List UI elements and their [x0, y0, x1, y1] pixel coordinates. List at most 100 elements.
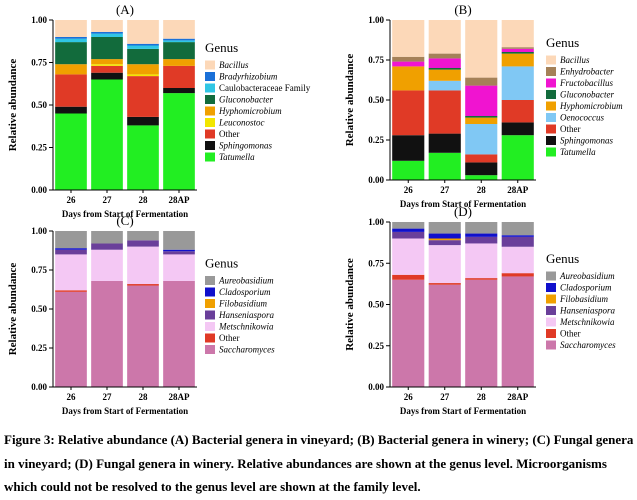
legend-label: Sphingomonas	[219, 141, 273, 151]
bar-segment-aureobasidium	[163, 231, 195, 250]
legend-label: Caulobacteraceae Family	[219, 83, 311, 93]
bar-segment-aureobasidium	[392, 222, 425, 229]
bar-segment-bacillus	[127, 20, 159, 44]
y-tick-label: 0.25	[368, 135, 384, 145]
x-axis-label: Days from Start of Fermentation	[62, 209, 188, 219]
bar-segment-bacillus	[428, 20, 461, 54]
bar-segment-other	[392, 274, 425, 280]
bar-segment-fructobacillus	[501, 48, 534, 52]
legend-label: Aureobasidium	[559, 271, 615, 281]
legend-label: Bradyrhizobium	[219, 72, 278, 82]
bar-segment-enhydrobacter	[501, 47, 534, 49]
y-tick-label: 1.00	[31, 15, 47, 25]
legend-swatch	[205, 106, 215, 116]
legend-title: Genus	[205, 40, 238, 55]
y-tick-label: 0.00	[31, 185, 47, 195]
bar-segment-bacillus	[392, 20, 425, 57]
x-tick-label: 26	[67, 392, 77, 402]
bar-segment-metschnikowia	[428, 245, 461, 284]
legend-label: Cladosporium	[219, 287, 271, 297]
legend-swatch	[205, 72, 215, 81]
bar-segment-hyphomicrobium	[127, 64, 159, 75]
legend-label: Bacillus	[219, 60, 249, 70]
bar-segment-gluconobacter	[55, 42, 87, 65]
bar-segment-sphingomonas	[428, 133, 461, 153]
panel-b: (B) 0.00 0.25 0.50 0.75 1.00 Relative abundanc…	[344, 2, 623, 209]
legend-swatch	[205, 152, 215, 162]
bar-segment-oenococcus	[501, 66, 534, 100]
bar-segment-hanseniaspora	[501, 236, 534, 247]
x-tick-label: 28AP	[169, 392, 190, 402]
bar-segment-tatumella	[392, 160, 425, 180]
legend-label: Hanseniaspora	[218, 310, 275, 320]
bar-segment-aureobasidium	[428, 222, 461, 234]
bar-segment-metschnikowia	[465, 243, 498, 279]
legend-label: Filobasidium	[218, 299, 268, 309]
y-tick-label: 0.25	[31, 143, 47, 153]
figure-panels: (A) 0.00 0.25 0.50 0.75 1.00 Relative abundanc…	[7, 2, 623, 416]
bar-segment-saccharomyces	[501, 276, 534, 387]
x-axis-label: Days from Start of Fermentation	[400, 199, 526, 209]
panel-title: (C)	[116, 213, 133, 228]
y-axis-label: Relative abundance	[344, 54, 356, 147]
bar-segment-hyphomicrobium	[55, 64, 87, 75]
bar-segment-other	[91, 65, 123, 73]
bar-segment-fructobacillus	[465, 85, 498, 116]
bar-segment-saccharomyces	[55, 291, 87, 387]
bar-segment-tatumella	[501, 135, 534, 180]
bar-segment-caulobacteraceae-family	[127, 45, 159, 49]
legend-swatch	[205, 287, 215, 297]
bar-segment-sphingomonas	[392, 135, 425, 161]
bar-segment-bradyrhizobium	[91, 31, 123, 34]
x-tick-label: 28	[139, 392, 149, 402]
bar-segment-leuconostoc	[91, 64, 123, 66]
legend-label: Metschnikowia	[559, 317, 615, 327]
legend-label: Saccharomyces	[219, 345, 275, 355]
legend-swatch	[546, 55, 556, 65]
bar-segment-gluconobacter	[163, 42, 195, 60]
x-tick-label: 28	[477, 185, 487, 195]
legend-label: Saccharomyces	[560, 340, 616, 350]
bar-segment-caulobacteraceae-family	[163, 40, 195, 43]
legend-label: Other	[219, 333, 240, 343]
legend-title: Genus	[546, 251, 579, 266]
bar-segment-saccharomyces	[163, 280, 195, 387]
legend-label: Other	[560, 329, 581, 339]
bar-segment-cladosporium	[163, 249, 195, 252]
bar-segment-fructobacillus	[392, 61, 425, 67]
bar-segment-other	[501, 273, 534, 277]
bar-segment-enhydrobacter	[392, 56, 425, 62]
bar-segment-aureobasidium	[55, 231, 87, 249]
bar-segment-bacillus	[163, 20, 195, 39]
legend-swatch	[546, 271, 556, 281]
legend-swatch	[205, 310, 215, 320]
bar-segment-hanseniaspora	[428, 240, 461, 246]
bar-segment-bacillus	[501, 20, 534, 48]
legend-label: Metschnikowia	[218, 322, 274, 332]
x-tick-label: 28AP	[169, 195, 190, 205]
bar-segment-other	[428, 283, 461, 285]
x-axis-label: Days from Start of Fermentation	[62, 406, 188, 416]
x-tick-label: 28	[139, 195, 149, 205]
legend-swatch	[546, 136, 556, 145]
y-tick-label: 0.50	[31, 304, 47, 314]
bar-segment-other	[428, 90, 461, 134]
bar-segment-gluconobacter	[91, 37, 123, 60]
bar-segment-other	[55, 74, 87, 107]
bar-segment-bradyrhizobium	[55, 37, 87, 39]
x-tick-label: 27	[440, 185, 450, 195]
x-tick-label: 28AP	[507, 185, 528, 195]
bar-segment-enhydrobacter	[465, 77, 498, 86]
legend-label: Sphingomonas	[560, 136, 614, 146]
bar-segment-sphingomonas	[163, 88, 195, 94]
x-tick-label: 28AP	[507, 392, 528, 402]
legend-swatch	[546, 90, 556, 99]
bar-segment-leuconostoc	[127, 74, 159, 77]
legend-swatch	[546, 294, 556, 304]
legend-label: Leuconostoc	[218, 118, 265, 128]
bar-segment-aureobasidium	[465, 222, 498, 234]
bar-segment-filobasidium	[428, 238, 461, 241]
bar-segment-hyphomicrobium	[501, 53, 534, 67]
legend-swatch	[205, 276, 215, 285]
bar-segment-hanseniaspora	[163, 251, 195, 255]
